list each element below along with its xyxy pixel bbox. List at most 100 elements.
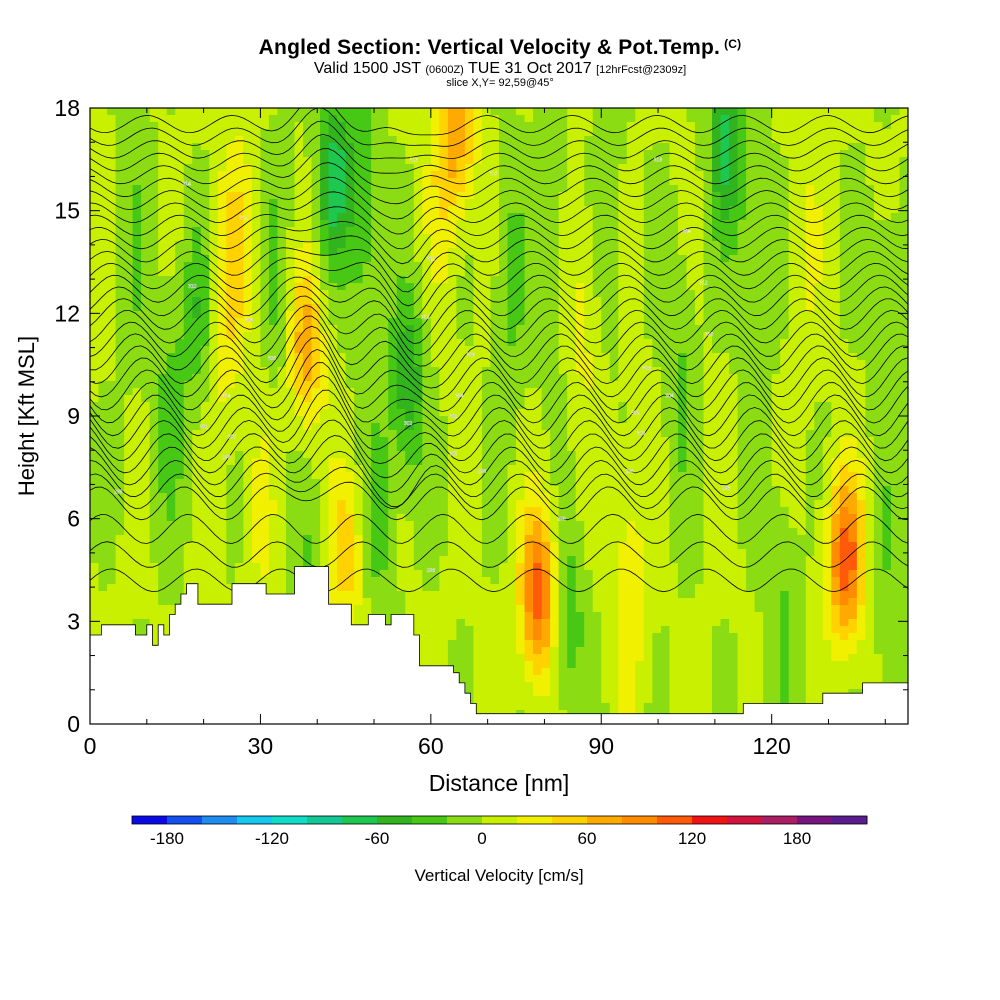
theta-label: 296 bbox=[114, 489, 123, 495]
colorbar-swatch bbox=[762, 816, 798, 824]
theta-contour-line bbox=[90, 235, 908, 279]
theta-contour-line bbox=[90, 295, 908, 356]
x-tick-label: 90 bbox=[588, 733, 614, 759]
theta-contour-line bbox=[90, 325, 908, 389]
theta-label: 298 bbox=[222, 455, 231, 461]
colorbar-swatch bbox=[377, 816, 413, 824]
theta-label: 300 bbox=[449, 452, 458, 458]
colorbar-tick-label: 60 bbox=[578, 829, 597, 848]
colorbar-swatch bbox=[552, 816, 588, 824]
theta-label: 310 bbox=[705, 332, 714, 338]
theta-label: 296 bbox=[427, 568, 436, 574]
terrain bbox=[89, 566, 909, 725]
theta-contour-line bbox=[90, 419, 908, 479]
theta-contour-line bbox=[90, 481, 908, 521]
y-axis-ticks: 0 3 6 9 12 15 18 bbox=[54, 95, 908, 737]
theta-label: 314 bbox=[182, 181, 191, 187]
colorbar-tick-label: -180 bbox=[150, 829, 184, 848]
theta-label: 316 bbox=[410, 157, 419, 163]
valid-zulu: (0600Z) bbox=[425, 64, 464, 76]
theta-label: 310 bbox=[421, 315, 430, 321]
theta-label: 316 bbox=[654, 157, 663, 163]
x-tick-label: 30 bbox=[248, 733, 274, 759]
theta-label: 306 bbox=[466, 352, 475, 358]
colorbar-swatch bbox=[167, 816, 203, 824]
theta-contour-labels: 314 312 310 308 306 304 302 300 298 296 316 316 312 3… bbox=[114, 157, 731, 574]
valid-date: TUE 31 Oct 2017 bbox=[468, 60, 592, 77]
y-tick-label: 9 bbox=[67, 403, 80, 429]
colorbar-frame bbox=[131, 815, 868, 825]
colorbar-swatch bbox=[832, 816, 868, 824]
colorbar-swatch bbox=[447, 816, 483, 824]
y-tick-label: 6 bbox=[67, 506, 80, 532]
colorbar-swatch bbox=[237, 816, 273, 824]
theta-contour-line bbox=[90, 148, 908, 189]
colorbar-swatch bbox=[517, 816, 553, 824]
colorbar-tick-label: 180 bbox=[783, 829, 811, 848]
theta-label: 306 bbox=[268, 356, 277, 362]
y-tick-label: 3 bbox=[67, 608, 80, 634]
theta-label: 304 bbox=[665, 393, 674, 399]
theta-contour-line bbox=[90, 305, 908, 367]
theta-contour-line bbox=[90, 176, 908, 220]
chart-title-main: Angled Section: Vertical Velocity & Pot.… bbox=[258, 36, 721, 59]
theta-label: 314 bbox=[682, 229, 691, 235]
colorbar-swatch bbox=[727, 816, 763, 824]
theta-label: 302 bbox=[631, 411, 640, 417]
theta-label: 316 bbox=[489, 171, 498, 177]
slice-info: slice X,Y= 92,59@45° bbox=[446, 77, 554, 89]
theta-contour-line bbox=[90, 513, 908, 544]
theta-label: 302 bbox=[449, 414, 458, 420]
y-tick-label: 18 bbox=[54, 95, 80, 121]
x-tick-label: 60 bbox=[418, 733, 444, 759]
y-tick-label: 0 bbox=[67, 711, 80, 737]
theta-contour-line bbox=[90, 221, 908, 265]
theta-label: 312 bbox=[239, 216, 248, 222]
theta-contour-line bbox=[90, 162, 908, 205]
theta-label: 308 bbox=[245, 318, 254, 324]
theta-label: 306 bbox=[643, 366, 652, 372]
colorbar: -180 -120 -60 0 60 120 180 bbox=[131, 815, 868, 848]
colorbar-swatch bbox=[482, 816, 518, 824]
valid-time-line: Valid 1500 JST (0600Z) TUE 31 Oct 2017 [… bbox=[0, 60, 1000, 78]
colorbar-swatch bbox=[692, 816, 728, 824]
colorbar-swatch bbox=[132, 816, 168, 824]
colorbar-tick-label: 120 bbox=[678, 829, 706, 848]
theta-contour-line bbox=[90, 466, 908, 510]
chart-title: Angled Section: Vertical Velocity & Pot.… bbox=[0, 36, 1000, 60]
theta-label: 312 bbox=[699, 281, 708, 287]
theta-label: 298 bbox=[625, 469, 634, 475]
forecast-info: [12hrFcst@2309z] bbox=[596, 64, 687, 76]
colorbar-swatch bbox=[342, 816, 378, 824]
theta-label: 298 bbox=[478, 469, 487, 475]
theta-contour-line bbox=[90, 375, 908, 437]
theta-contour-line bbox=[90, 267, 908, 320]
y-tick-label: 15 bbox=[54, 198, 80, 224]
theta-label: 296 bbox=[557, 517, 566, 523]
potential-temperature-contours bbox=[90, 108, 908, 593]
colorbar-swatch bbox=[797, 816, 833, 824]
theta-contour-line bbox=[90, 541, 908, 568]
copyright-mark: (C) bbox=[724, 37, 742, 51]
x-tick-label: 0 bbox=[84, 733, 97, 759]
colorbar-tick-label: -120 bbox=[255, 829, 289, 848]
theta-label: 296 bbox=[722, 486, 731, 492]
theta-contour-line bbox=[90, 247, 908, 293]
y-tick-label: 12 bbox=[54, 300, 80, 326]
theta-contour-line bbox=[90, 348, 908, 412]
theta-contour-line bbox=[90, 285, 908, 345]
theta-label: 310 bbox=[188, 284, 197, 290]
theta-label: 302 bbox=[404, 421, 413, 427]
colorbar-swatch bbox=[272, 816, 308, 824]
theta-contour-line bbox=[90, 108, 908, 136]
colorbar-tick-label: 0 bbox=[477, 829, 486, 848]
theta-label: 304 bbox=[455, 393, 464, 399]
theta-contour-line bbox=[90, 362, 908, 425]
colorbar-swatch bbox=[412, 816, 448, 824]
theta-label: 312 bbox=[427, 257, 436, 263]
colorbar-swatch bbox=[307, 816, 343, 824]
y-axis-label: Height [Kft MSL] bbox=[14, 336, 39, 496]
colorbar-tick-label: -60 bbox=[365, 829, 390, 848]
theta-contour-line bbox=[90, 108, 908, 147]
